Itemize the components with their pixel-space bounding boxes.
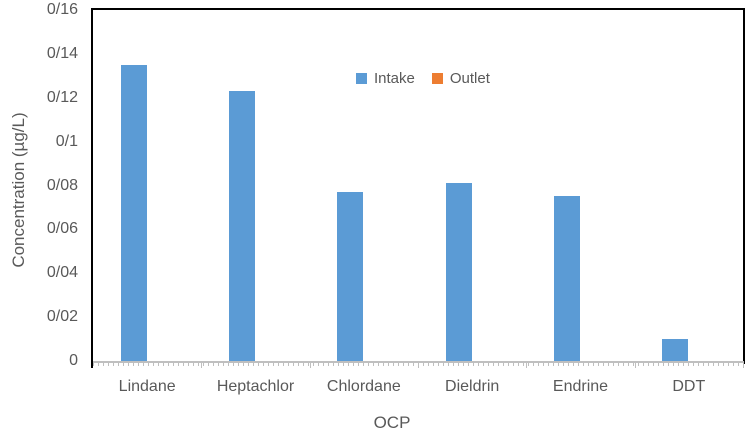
x-axis-major-tick <box>743 361 744 368</box>
x-axis-major-tick <box>418 361 419 368</box>
y-axis-tick-label: 0/08 <box>46 176 78 194</box>
plot-area <box>91 8 745 364</box>
legend: Intake Outlet <box>356 66 490 90</box>
x-axis-tick-label: Lindane <box>118 378 176 395</box>
y-axis-tick-label: 0/04 <box>46 264 78 282</box>
x-axis-tick-label: Heptachlor <box>216 378 295 395</box>
bar-intake-lindane <box>120 64 147 361</box>
y-axis-tick-label: 0/1 <box>55 132 78 150</box>
legend-swatch-outlet-icon <box>431 72 443 84</box>
bar-intake-endrine <box>554 196 580 361</box>
y-axis-tick-label: 0/02 <box>46 308 78 326</box>
legend-item-intake: Intake <box>356 70 415 87</box>
legend-swatch-intake-icon <box>356 72 367 84</box>
x-axis-major-tick <box>634 361 636 368</box>
x-axis-major-tick <box>526 361 528 368</box>
y-axis-tick-label: 0/06 <box>46 220 78 238</box>
bar-intake-ddt <box>662 339 689 361</box>
legend-item-outlet: Outlet <box>431 69 490 87</box>
x-axis-tick-label: Chlordane <box>326 378 401 395</box>
y-axis-tick-label: 0 <box>69 352 78 369</box>
x-axis-major-tick <box>201 361 203 368</box>
x-axis-tick-label: DDT <box>672 378 706 395</box>
x-axis-title: OCP <box>373 413 411 432</box>
legend-label-outlet: Outlet <box>449 69 490 87</box>
bar-intake-chlordane <box>337 192 364 361</box>
y-axis-tick-label: 0/14 <box>46 44 78 62</box>
y-axis-tick-label: 0/12 <box>46 88 78 106</box>
bar-intake-heptachlor <box>229 91 255 361</box>
x-axis-major-tick <box>309 361 311 368</box>
bar-intake-dieldrin <box>445 183 472 361</box>
x-axis-tick-label: Endrine <box>552 378 609 395</box>
x-axis-tick-label: Dieldrin <box>445 378 500 395</box>
y-axis-tick-label: 0/16 <box>46 1 78 18</box>
legend-label-intake: Intake <box>374 69 415 87</box>
y-axis-tick <box>91 361 93 368</box>
